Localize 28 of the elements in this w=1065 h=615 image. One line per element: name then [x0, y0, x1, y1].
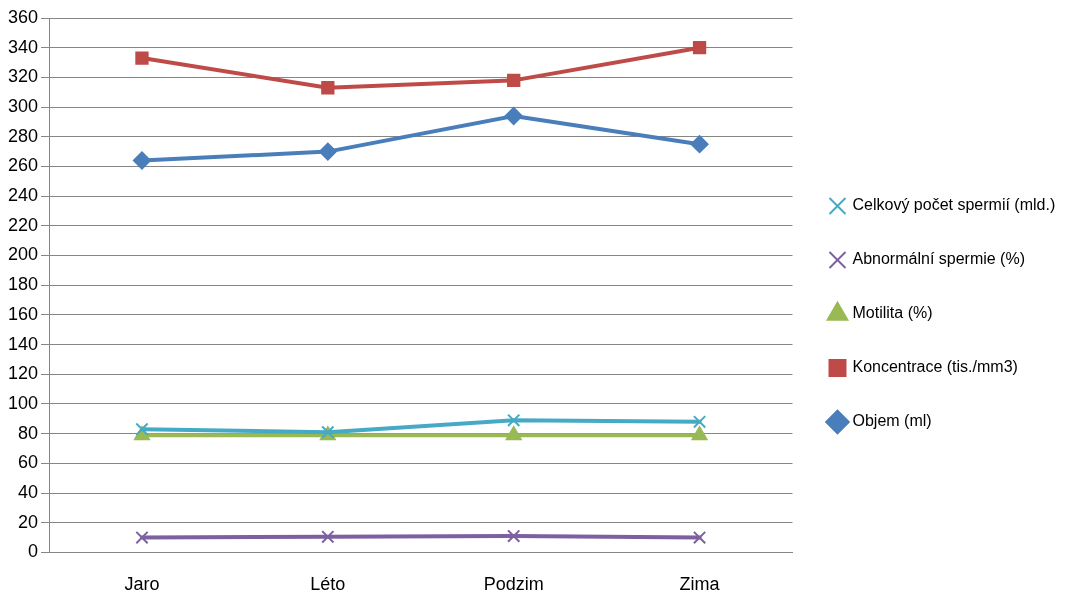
- y-tick-label: 300: [7, 96, 39, 117]
- legend-label: Abnormální spermie (%): [852, 250, 1025, 268]
- x-tick-label: Zima: [679, 574, 721, 595]
- x-tick-label: Podzim: [483, 574, 544, 595]
- y-tick-label: 200: [7, 244, 39, 265]
- y-tick-label: 260: [7, 155, 39, 176]
- y-tick-label: 0: [28, 541, 39, 562]
- y-tick-label: 280: [7, 125, 39, 146]
- y-tick-label: 180: [7, 274, 39, 295]
- y-tick-label: 120: [7, 363, 39, 384]
- y-tick-label: 60: [18, 452, 39, 473]
- y-tick-label: 160: [7, 303, 39, 324]
- y-tick-label: 320: [7, 66, 39, 87]
- legend-label: Koncentrace (tis./mm3): [852, 358, 1018, 376]
- x-tick-label: Jaro: [124, 574, 160, 595]
- legend-label: Celkový počet spermií (mld.): [852, 196, 1056, 214]
- y-tick-label: 340: [7, 36, 39, 57]
- y-tick-label: 80: [18, 422, 39, 443]
- legend-label: Motilita (%): [852, 304, 933, 322]
- y-tick-label: 100: [7, 392, 39, 413]
- y-tick-label: 220: [7, 214, 39, 235]
- y-tick-label: 20: [18, 511, 39, 532]
- y-tick-label: 360: [7, 6, 39, 27]
- legend-label: Objem (ml): [852, 412, 932, 430]
- y-tick-label: 140: [7, 333, 39, 354]
- y-tick-label: 240: [7, 185, 39, 206]
- y-tick-label: 40: [18, 481, 39, 502]
- x-tick-label: Léto: [310, 574, 346, 595]
